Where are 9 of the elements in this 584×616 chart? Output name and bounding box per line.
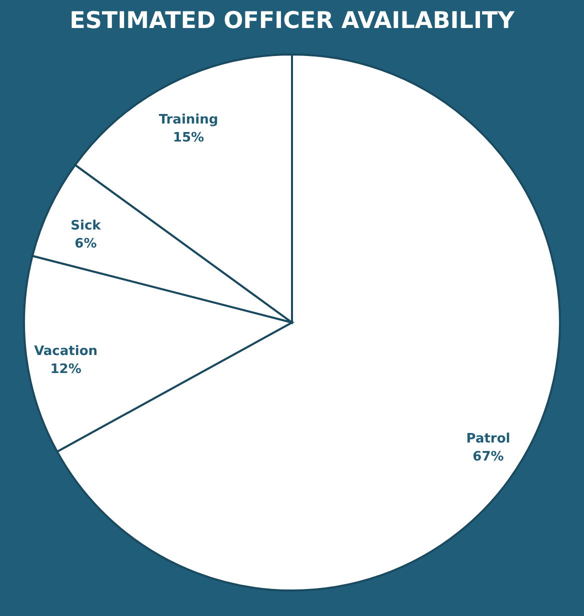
chart-title: ESTIMATED OFFICER AVAILABILITY [70, 8, 515, 34]
data-label: 6% [74, 236, 97, 252]
data-label: 12% [50, 362, 82, 378]
data-label: 15% [172, 130, 204, 146]
slice-label: Patrol [466, 432, 510, 447]
slice-label: Vacation [34, 344, 98, 360]
data-label: 67% [472, 450, 504, 465]
slice-label: Sick [70, 218, 102, 234]
slice-label: Training [158, 112, 218, 128]
